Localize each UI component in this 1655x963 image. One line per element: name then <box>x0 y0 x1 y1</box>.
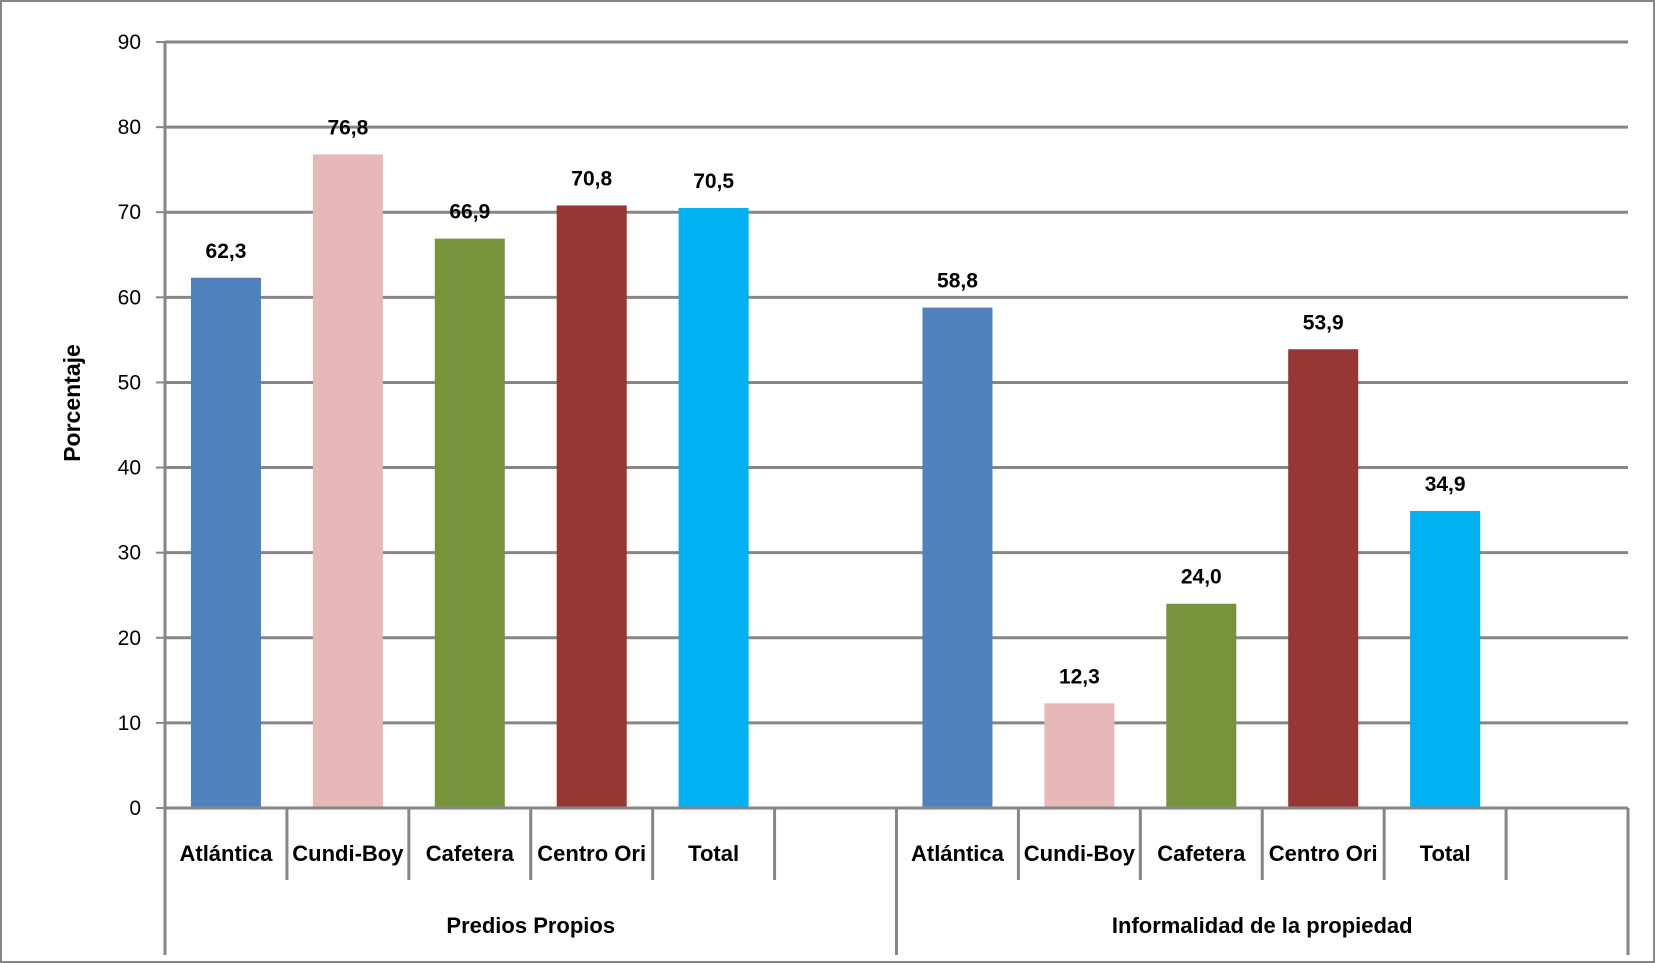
y-tick-label: 30 <box>118 542 141 565</box>
bar <box>190 277 261 808</box>
y-tick-label: 80 <box>118 116 141 139</box>
bars <box>190 154 1481 808</box>
data-labels: 62,3 76,8 66,9 70,8 70,5 58,8 12,3 24,0 53,9 34,9 <box>206 116 1466 688</box>
group-label: Informalidad de la propiedad <box>1112 913 1413 938</box>
bar <box>1166 603 1237 808</box>
bar <box>434 238 505 808</box>
data-label: 70,5 <box>693 170 734 193</box>
x-tick-label: Atlántica <box>179 841 273 866</box>
group-label: Predios Propios <box>446 913 615 938</box>
y-tick-label: 70 <box>118 201 141 224</box>
bar <box>1044 703 1115 808</box>
x-tick-label: Cafetera <box>1157 841 1246 866</box>
data-label: 70,8 <box>571 167 612 190</box>
y-tick-label: 10 <box>118 712 141 735</box>
x-tick-label: Cundi-Boy <box>292 841 404 866</box>
y-tick-label: 0 <box>129 797 141 820</box>
axes: 0 10 20 30 40 50 60 70 80 90 Atlántica Cundi-Boy Caf… <box>118 31 1630 955</box>
bar <box>556 205 627 808</box>
bar <box>678 207 749 808</box>
data-label: 34,9 <box>1425 473 1466 496</box>
x-tick-label: Total <box>1420 841 1471 866</box>
data-label: 66,9 <box>449 201 490 224</box>
data-label: 58,8 <box>937 270 978 293</box>
data-label: 24,0 <box>1181 566 1222 589</box>
x-tick-label: Centro Ori <box>1269 841 1378 866</box>
y-axis-title: Porcentaje <box>59 344 85 462</box>
y-tick-label: 20 <box>118 627 141 650</box>
x-tick-label: Cundi-Boy <box>1024 841 1136 866</box>
bar <box>312 154 383 808</box>
bar <box>1410 510 1481 808</box>
data-label: 12,3 <box>1059 665 1100 688</box>
data-label: 76,8 <box>327 116 368 139</box>
x-tick-label: Atlántica <box>911 841 1005 866</box>
gridlines <box>165 40 1628 725</box>
x-tick-label: Total <box>688 841 739 866</box>
y-tick-label: 60 <box>118 286 141 309</box>
x-tick-label: Cafetera <box>426 841 515 866</box>
y-tick-label: 50 <box>118 371 141 394</box>
y-tick-label: 90 <box>118 31 141 54</box>
x-tick-label: Centro Ori <box>537 841 646 866</box>
data-label: 53,9 <box>1303 311 1344 334</box>
y-tick-label: 40 <box>118 457 141 480</box>
bar <box>1288 349 1359 808</box>
bar <box>922 307 993 808</box>
data-label: 62,3 <box>206 240 247 263</box>
